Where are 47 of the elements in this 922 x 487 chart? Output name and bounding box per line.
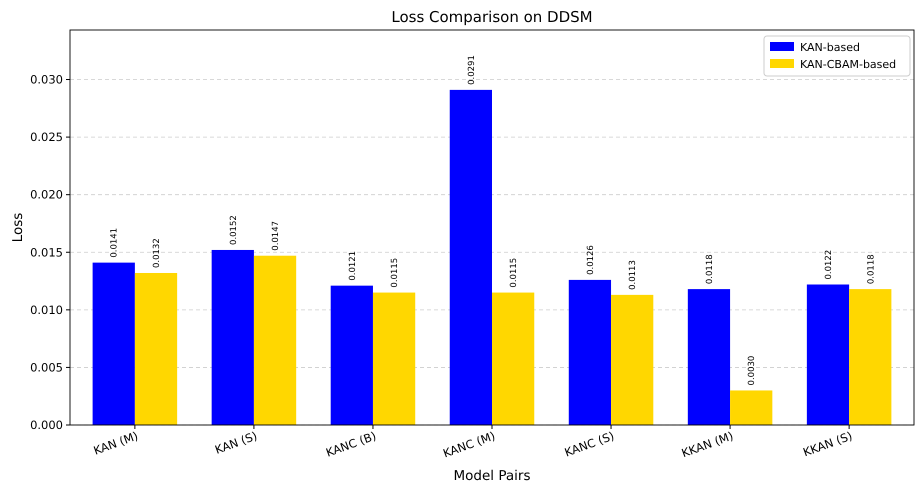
x-tick-label: KANC (B) [324,428,378,460]
legend-label: KAN-CBAM-based [800,58,896,71]
data-label: 0.0147 [271,220,282,251]
bar [92,262,135,425]
y-tick-label: 0.015 [30,245,63,260]
y-tick-label: 0.030 [30,72,63,87]
bar [492,292,534,425]
x-tick-label: KKAN (S) [801,428,854,460]
bar [568,280,612,425]
data-label: 0.0122 [824,250,834,280]
bar [254,256,296,425]
y-tick-label: 0.005 [30,360,63,374]
y-tick-label: 0.025 [30,130,63,144]
x-tick-label: KANC (S) [562,428,616,460]
bar [849,289,892,425]
x-tick-label: KAN (S) [213,428,259,457]
data-label: 0.0121 [348,250,358,281]
data-label: 0.0152 [228,215,239,245]
bar [730,390,772,425]
data-label: 0.0132 [152,238,162,268]
bar [450,90,492,425]
x-tick-label: KAN (M) [92,428,140,458]
data-label: 0.0115 [390,258,400,288]
data-label: 0.0291 [466,55,477,85]
data-label: 0.0030 [747,356,758,386]
legend-label: KAN-based [800,40,860,54]
data-label: 0.0113 [628,260,638,290]
bar [806,284,850,425]
y-axis-title: Loss [10,212,26,242]
x-tick-label: KANC (M) [441,428,498,460]
data-label: 0.0118 [866,254,876,284]
data-label: 0.0115 [509,258,520,288]
y-tick-label: 0.000 [30,418,63,432]
bar [688,289,730,425]
bar [212,250,254,425]
bar [330,286,373,425]
y-tick-label: 0.020 [30,188,63,202]
chart-title: Loss Comparison on DDSM [391,8,593,26]
data-label: 0.0141 [110,228,120,258]
bar [611,294,654,425]
data-label: 0.0126 [586,245,596,275]
x-axis-title: Model Pairs [454,468,530,484]
y-tick-label: 0.010 [30,302,63,317]
bar [134,272,178,425]
x-tick-label: KKAN (M) [680,428,736,460]
bar [372,292,416,425]
data-label: 0.0118 [704,254,715,284]
